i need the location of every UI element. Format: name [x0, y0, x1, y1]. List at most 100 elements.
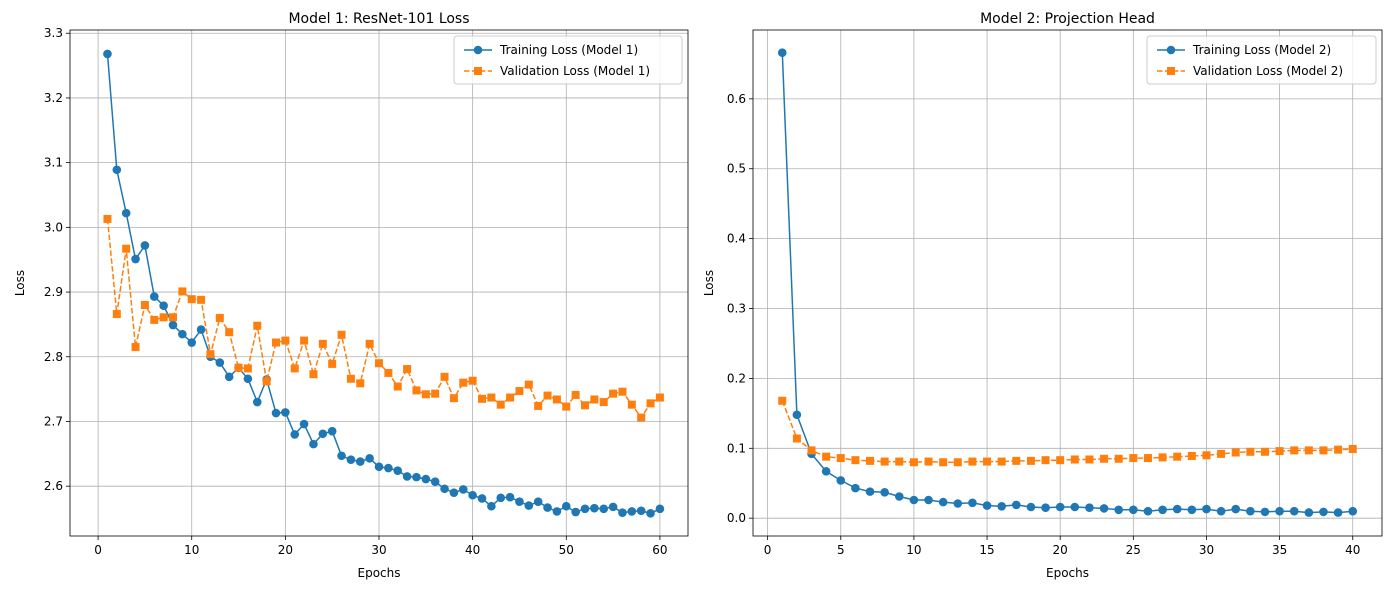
data-point	[299, 419, 309, 429]
data-point	[1290, 446, 1299, 455]
data-point	[412, 472, 421, 482]
data-point	[1275, 506, 1284, 516]
series-line-validation	[781, 400, 1353, 464]
data-point	[543, 391, 552, 400]
y-tick-label: 0.5	[727, 162, 746, 176]
data-point	[1304, 446, 1313, 455]
chart-title: Model 2: Projection Head	[980, 11, 1155, 27]
data-point	[225, 328, 234, 337]
data-point	[169, 313, 177, 322]
data-point	[168, 320, 178, 330]
data-point	[1304, 508, 1314, 517]
data-point	[655, 393, 664, 402]
x-tick-label: 0	[94, 543, 102, 557]
data-point	[393, 466, 403, 475]
data-point	[131, 343, 140, 352]
data-point	[337, 330, 346, 339]
data-point	[909, 458, 918, 467]
legend: Training Loss (Model 2) Validation Loss (…	[1146, 35, 1377, 85]
data-point	[327, 426, 337, 436]
data-point	[581, 401, 589, 410]
data-point	[1289, 506, 1299, 516]
data-point	[196, 325, 206, 334]
data-point	[851, 456, 860, 465]
data-point	[646, 509, 655, 518]
data-point	[309, 370, 318, 379]
x-tick-label: 5	[837, 543, 845, 557]
data-point	[1129, 505, 1138, 515]
data-point	[318, 429, 328, 439]
data-point	[599, 504, 609, 514]
data-point	[953, 499, 963, 508]
data-point	[983, 457, 992, 466]
data-point	[384, 463, 393, 473]
data-point	[449, 394, 458, 403]
y-tick-label: 2.7	[44, 414, 63, 428]
data-point	[440, 484, 449, 494]
data-point	[337, 451, 346, 461]
x-tick-label: 50	[559, 543, 574, 557]
data-point	[627, 507, 637, 516]
x-tick-label: 10	[184, 543, 199, 557]
data-point	[627, 400, 636, 409]
data-point	[281, 336, 290, 345]
data-point	[822, 452, 831, 461]
data-point	[215, 358, 225, 367]
data-point	[112, 165, 122, 175]
data-point	[243, 374, 253, 384]
data-point	[252, 397, 262, 407]
series-markers-training	[777, 48, 1358, 517]
data-point	[562, 402, 571, 411]
data-point	[1275, 447, 1284, 456]
data-point	[1012, 456, 1021, 465]
data-point	[524, 380, 533, 389]
y-tick-label: 0.1	[727, 441, 746, 455]
data-point	[590, 503, 599, 513]
x-tick-label: 40	[465, 543, 480, 557]
data-point	[1026, 456, 1035, 465]
x-tick-label: 60	[652, 543, 667, 557]
data-point	[1216, 506, 1226, 516]
data-point	[506, 393, 515, 402]
data-point	[636, 506, 646, 516]
data-point	[478, 394, 486, 403]
data-point	[792, 410, 802, 420]
data-point	[1100, 454, 1109, 463]
data-point	[346, 455, 356, 464]
series-markers-validation	[778, 396, 1357, 467]
data-point	[561, 501, 571, 511]
data-point	[458, 485, 468, 494]
legend-box	[1146, 35, 1377, 85]
data-point	[777, 48, 787, 58]
y-tick-label: 2.6	[44, 479, 63, 493]
y-tick-label: 0.4	[727, 232, 746, 246]
data-point	[187, 295, 196, 304]
data-point	[459, 378, 468, 387]
data-point	[552, 507, 562, 516]
series-markers-validation	[103, 214, 664, 422]
data-point	[866, 456, 875, 465]
data-point	[487, 393, 496, 402]
data-point	[393, 382, 402, 391]
data-point	[1231, 504, 1241, 514]
data-point	[271, 408, 281, 418]
x-tick-label: 35	[1272, 543, 1287, 557]
data-point	[533, 497, 543, 507]
data-point	[618, 387, 627, 396]
data-point	[1158, 505, 1167, 515]
data-point	[1026, 502, 1036, 512]
data-point	[365, 339, 374, 348]
data-point	[1114, 454, 1123, 463]
data-point	[1187, 451, 1196, 460]
data-point	[1172, 504, 1182, 514]
data-point	[402, 472, 412, 481]
data-point	[300, 336, 309, 345]
y-tick-label: 0.0	[727, 511, 746, 525]
data-point	[524, 501, 534, 510]
data-point	[140, 241, 150, 250]
data-point	[178, 287, 187, 296]
data-point	[997, 457, 1006, 466]
y-tick-label: 3.3	[44, 26, 63, 40]
data-point	[103, 49, 112, 59]
data-point	[1202, 504, 1211, 514]
